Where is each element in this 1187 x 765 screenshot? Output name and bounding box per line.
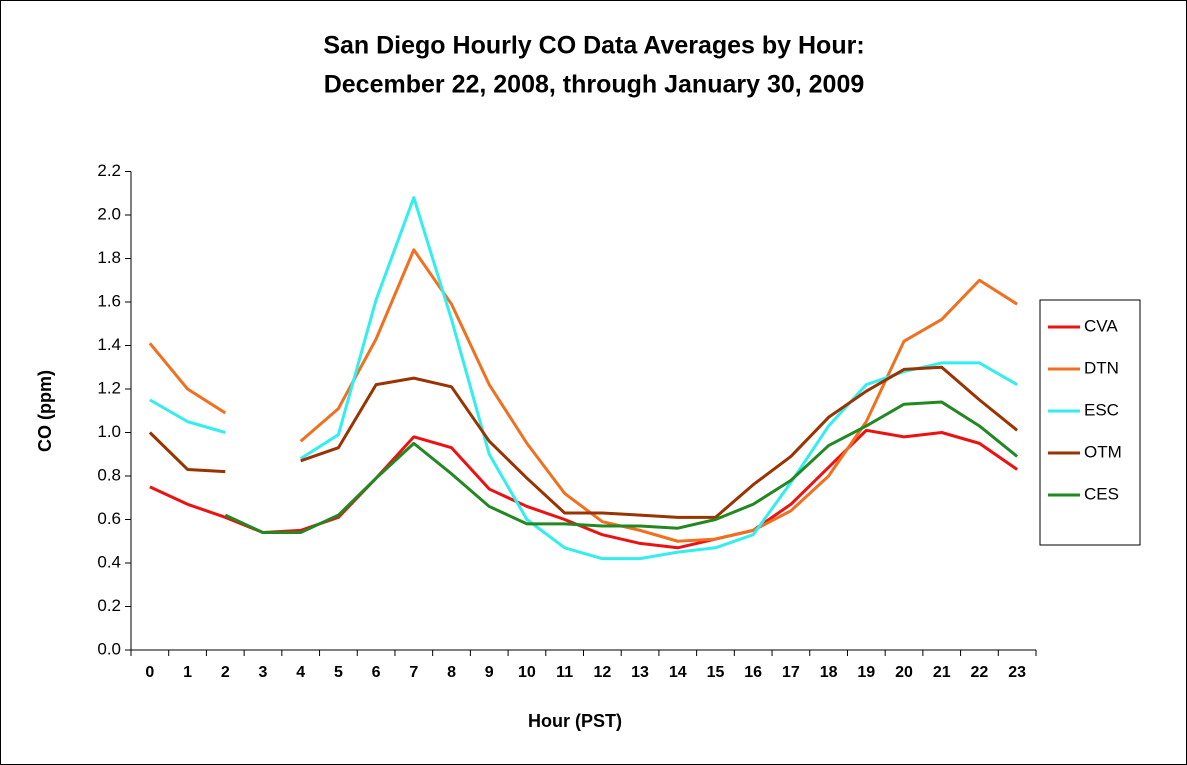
legend-label: DTN: [1084, 358, 1119, 377]
x-tick-label: 12: [593, 664, 611, 681]
legend-box: [1039, 299, 1141, 546]
y-tick-label: 1.6: [97, 291, 121, 310]
x-tick-label: 23: [1008, 664, 1026, 681]
legend-label: ESC: [1084, 400, 1119, 419]
series-line: [149, 428, 1019, 550]
x-tick-label: 5: [334, 664, 343, 681]
x-tick-label: 17: [782, 664, 800, 681]
x-tick-label: 19: [857, 664, 875, 681]
x-tick-label: 4: [296, 664, 305, 681]
y-tick-label: 1.4: [97, 335, 121, 354]
y-tick-label: 1.2: [97, 378, 121, 397]
x-tick-label: 11: [556, 664, 573, 681]
series-line: [148, 365, 1019, 519]
x-tick-label: 13: [631, 664, 649, 681]
y-tick-label: 0.6: [97, 509, 121, 528]
y-tick-label: 1.0: [97, 422, 121, 441]
x-tick-label: 22: [971, 664, 989, 681]
x-tick-label: 8: [447, 664, 456, 681]
legend-label: CVA: [1084, 316, 1118, 335]
x-tick-label: 16: [744, 664, 762, 681]
y-tick-label: 2.0: [97, 204, 121, 223]
x-tick-label: 18: [820, 664, 838, 681]
x-tick-label: 2: [221, 664, 230, 681]
chart-title: San Diego Hourly CO Data Averages by Hou…: [323, 32, 864, 60]
series-line: [148, 248, 1018, 543]
x-tick-label: 20: [895, 664, 913, 681]
legend-label: OTM: [1084, 442, 1122, 461]
x-tick-label: 10: [518, 664, 536, 681]
y-tick-label: 2.2: [97, 161, 121, 180]
y-axis-title: CO (ppm): [35, 370, 55, 452]
x-tick-label: 7: [409, 664, 418, 681]
y-tick-label: 1.8: [97, 248, 121, 267]
x-tick-label: 14: [669, 664, 687, 681]
x-tick-label: 1: [183, 664, 192, 681]
x-tick-label: 9: [485, 664, 494, 681]
x-tick-label: 6: [372, 664, 381, 681]
x-axis-title: Hour (PST): [528, 711, 622, 731]
x-tick-label: 3: [259, 664, 268, 681]
y-tick-label: 0.4: [97, 552, 121, 571]
x-tick-label: 15: [707, 664, 725, 681]
y-tick-label: 0.2: [97, 596, 121, 615]
x-tick-label: 21: [933, 664, 951, 681]
x-tick-label: 0: [145, 664, 154, 681]
chart-title: December 22, 2008, through January 30, 2…: [324, 71, 865, 99]
y-tick-label: 0.0: [97, 639, 121, 658]
y-tick-label: 0.8: [97, 465, 121, 484]
legend-label: CES: [1084, 484, 1119, 503]
series-line: [224, 400, 1019, 535]
